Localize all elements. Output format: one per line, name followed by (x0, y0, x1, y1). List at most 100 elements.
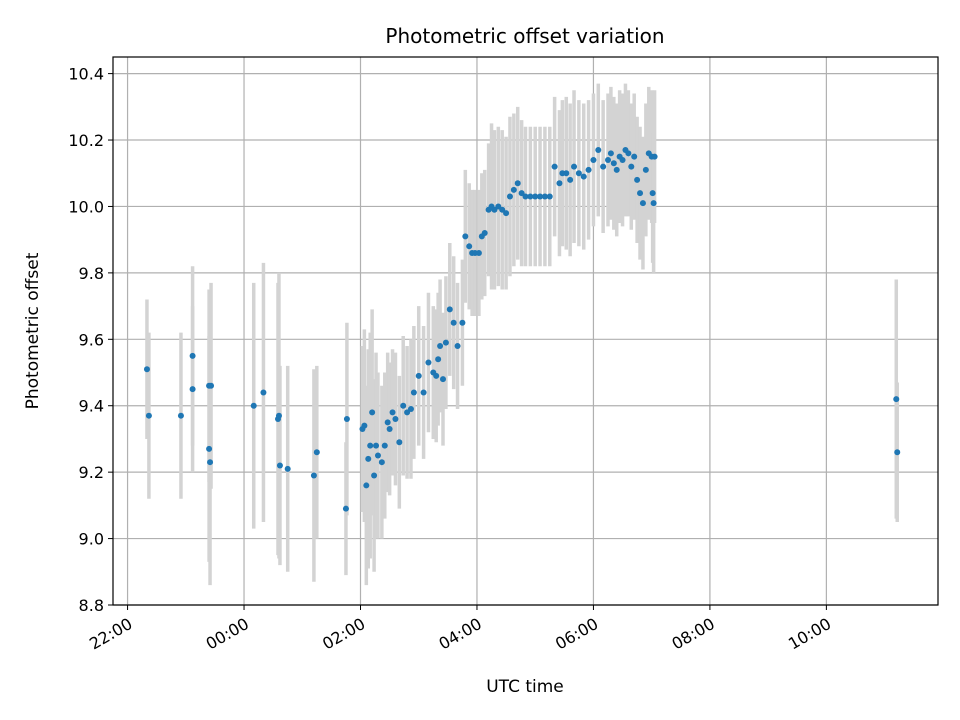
data-point (580, 173, 587, 180)
data-point (893, 396, 900, 403)
data-point (642, 166, 649, 173)
data-point (420, 389, 427, 396)
data-point (407, 406, 414, 413)
data-point (506, 193, 513, 200)
data-point (367, 442, 374, 449)
data-point (590, 156, 597, 163)
data-point (649, 190, 656, 197)
data-point (556, 180, 563, 187)
data-point (371, 472, 378, 479)
data-point (522, 193, 529, 200)
y-tick-label: 10.2 (68, 131, 104, 150)
data-point (310, 472, 317, 479)
y-tick-label: 10.0 (68, 197, 104, 216)
y-axis: 8.8 9.0 9.2 9.4 9.6 9.8 10.0 10.2 10.4 (68, 65, 113, 615)
data-point (250, 402, 257, 409)
data-point (600, 163, 607, 170)
data-point (613, 166, 620, 173)
data-point (381, 442, 388, 449)
data-point (537, 193, 544, 200)
data-point (503, 210, 510, 217)
data-point (189, 352, 196, 359)
data-point (410, 389, 417, 396)
plot-frame (112, 56, 939, 606)
data-point (466, 243, 473, 250)
data-point (373, 442, 380, 449)
data-point (145, 412, 152, 419)
y-axis-label: Photometric offset (23, 252, 43, 409)
data-point (894, 449, 901, 456)
y-tick-label: 8.8 (79, 596, 104, 615)
data-point (619, 156, 626, 163)
data-point (276, 462, 283, 469)
data-point (446, 306, 453, 313)
data-point (631, 153, 638, 160)
data-point (639, 200, 646, 207)
data-point (425, 359, 432, 366)
data-point (374, 452, 381, 459)
data-point (440, 376, 446, 383)
data-point (605, 156, 611, 163)
y-tick-label: 9.8 (79, 264, 104, 283)
y-tick-label: 9.0 (79, 530, 104, 549)
data-point (481, 230, 488, 237)
data-point (361, 422, 368, 429)
data-point (650, 200, 657, 207)
data-point (437, 342, 444, 349)
y-tick-label: 9.2 (79, 463, 104, 482)
data-point (510, 186, 517, 193)
data-point (541, 193, 548, 200)
data-point (571, 163, 578, 170)
data-point (637, 190, 644, 197)
chart-title: Photometric offset variation (385, 24, 664, 48)
data-point (392, 416, 399, 423)
data-point (275, 412, 282, 419)
data-point (284, 465, 291, 472)
data-point (459, 319, 466, 326)
data-point (378, 459, 385, 466)
data-point (189, 386, 196, 393)
data-point (384, 419, 391, 426)
data-point (546, 193, 553, 200)
data-point (342, 505, 349, 512)
data-point (585, 166, 592, 173)
data-point (206, 445, 213, 452)
data-point (208, 382, 215, 389)
y-tick-label: 10.4 (68, 65, 104, 84)
data-point (143, 366, 150, 373)
data-point (634, 176, 641, 183)
data-point (433, 372, 440, 379)
data-point (400, 402, 407, 409)
data-point (454, 342, 461, 349)
data-point (313, 449, 320, 456)
y-tick-label: 9.6 (79, 330, 104, 349)
data-point (415, 372, 422, 379)
data-point (575, 170, 582, 177)
data-point (610, 160, 617, 167)
data-point (532, 193, 539, 200)
data-point (567, 176, 574, 183)
data-point (607, 150, 614, 157)
data-point (628, 163, 635, 170)
data-point (651, 153, 658, 160)
data-point (365, 455, 372, 462)
data-point (369, 409, 376, 416)
data-point (527, 193, 534, 200)
data-point (450, 319, 457, 326)
data-point (207, 459, 214, 466)
data-point (343, 416, 350, 423)
data-point (442, 339, 449, 346)
data-point (595, 146, 602, 153)
x-axis-label: UTC time (486, 677, 564, 697)
data-point (551, 163, 558, 170)
data-point (514, 180, 521, 187)
data-point (396, 439, 403, 446)
data-points (143, 146, 901, 512)
data-point (462, 233, 469, 240)
data-point (260, 389, 267, 396)
data-point (389, 409, 396, 416)
data-point (475, 249, 482, 256)
data-point (435, 356, 442, 363)
